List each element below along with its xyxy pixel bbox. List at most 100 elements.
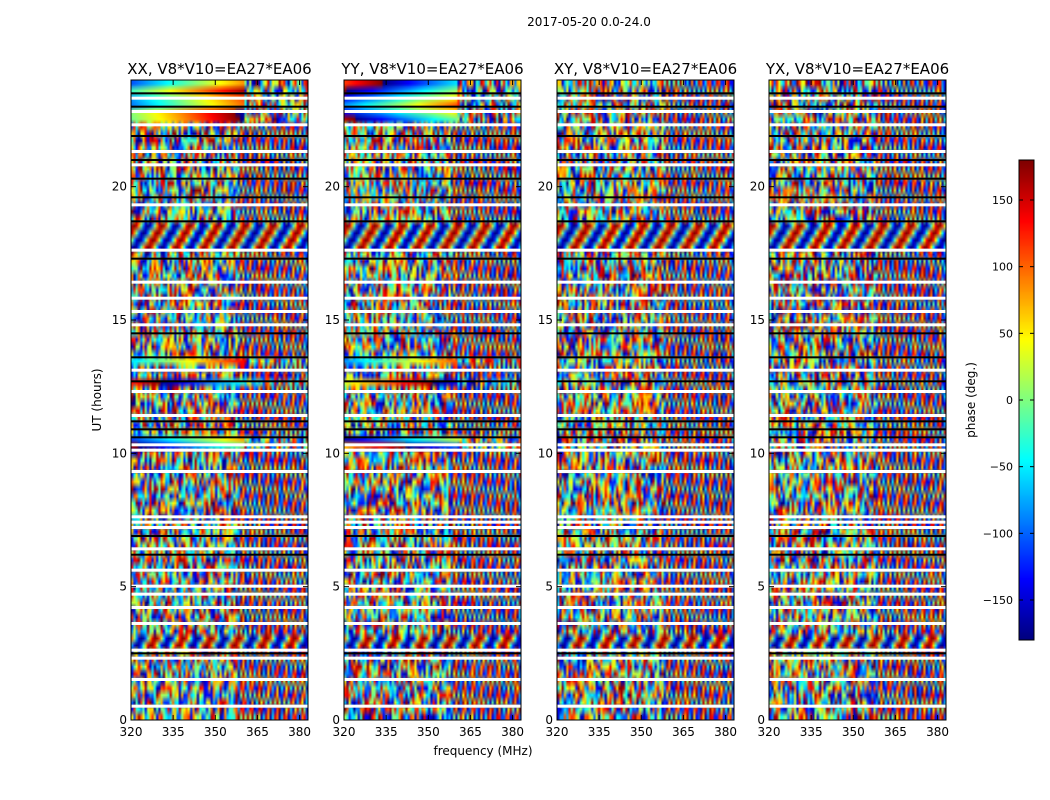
flagged-row: [344, 356, 521, 359]
y-tick-label: 5: [545, 580, 553, 594]
gap-row: [769, 123, 946, 127]
gap-row: [344, 310, 521, 313]
gap-row: [557, 656, 734, 660]
y-tick-label: 10: [538, 446, 553, 460]
flagged-row: [344, 196, 521, 199]
flagged-row: [769, 135, 946, 137]
gap-row: [131, 470, 308, 473]
axes-frame: [343, 79, 522, 721]
gap-row: [344, 280, 521, 284]
flagged-row: [557, 177, 734, 180]
flagged-row: [557, 380, 734, 383]
flagged-row: [344, 380, 521, 383]
gap-row: [769, 414, 946, 417]
flagged-row: [557, 159, 734, 161]
x-tick-label: 335: [588, 725, 611, 739]
gap-row: [344, 150, 521, 153]
gap-row: [131, 584, 308, 588]
x-tick-label: 320: [120, 725, 143, 739]
y-tick-label: 20: [538, 180, 553, 194]
colorbar-label: phase (deg.): [964, 362, 978, 438]
x-tick-label: 335: [162, 725, 185, 739]
gap-row: [344, 368, 521, 372]
flagged-row: [769, 159, 946, 161]
gap-row: [557, 150, 734, 153]
flagged-row: [131, 436, 308, 439]
flagged-row: [131, 553, 308, 556]
y-tick-label: 10: [325, 446, 340, 460]
x-axis-label: frequency (MHz): [433, 744, 532, 758]
gap-row: [557, 310, 734, 313]
gap-row: [344, 323, 521, 327]
flagged-row: [557, 257, 734, 260]
gap-row: [769, 470, 946, 473]
flagged-row: [769, 257, 946, 260]
y-tick-label: 15: [112, 313, 127, 327]
gap-row: [131, 310, 308, 313]
gap-row: [344, 704, 521, 708]
flagged-row: [131, 257, 308, 260]
flagged-row: [557, 553, 734, 556]
gap-row: [769, 163, 946, 167]
y-tick-label: 10: [750, 446, 765, 460]
x-tick-label: 350: [417, 725, 440, 739]
gap-row: [557, 648, 734, 652]
gap-row: [344, 606, 521, 609]
x-tick-label: 365: [672, 725, 695, 739]
gap-row: [557, 526, 734, 529]
flagged-row: [344, 220, 521, 223]
colorbar-tick-label: −100: [983, 527, 1013, 540]
gap-row: [557, 414, 734, 417]
flagged-row: [769, 553, 946, 556]
gap-row: [557, 704, 734, 708]
gap-row: [557, 606, 734, 609]
flagged-row: [769, 332, 946, 335]
panel-0: XX, V8*V10=EA27*EA06 320 335 350 365 380 0 5 10 1…: [112, 60, 312, 739]
gap-row: [769, 547, 946, 551]
gap-row: [557, 163, 734, 167]
y-tick-label: 15: [325, 313, 340, 327]
gap-row: [131, 280, 308, 284]
panel-title: YY, V8*V10=EA27*EA06: [340, 60, 523, 78]
heatmap-image: [131, 80, 308, 720]
gap-row: [769, 520, 946, 524]
panel-1: YY, V8*V10=EA27*EA06 320 335 350 365 380 0 5 10 1…: [325, 60, 524, 739]
axes-frame: [556, 79, 735, 721]
gap-row: [769, 296, 946, 300]
y-tick-label: 5: [119, 580, 127, 594]
gap-row: [344, 96, 521, 100]
flagged-row: [557, 356, 734, 359]
flagged-row: [344, 159, 521, 161]
flagged-row: [769, 420, 946, 423]
gap-row: [769, 606, 946, 609]
flagged-row: [557, 92, 734, 95]
gap-row: [769, 704, 946, 708]
gap-row: [131, 96, 308, 100]
colorbar-tick-label: −150: [983, 594, 1013, 607]
gap-row: [557, 296, 734, 300]
gap-row: [769, 656, 946, 660]
flagged-row: [769, 92, 946, 95]
gap-row: [131, 163, 308, 167]
y-tick-label: 20: [112, 180, 127, 194]
gap-row: [769, 203, 946, 207]
gap-row: [769, 448, 946, 452]
flagged-row: [557, 220, 734, 223]
gap-row: [769, 368, 946, 372]
y-tick-label: 0: [332, 713, 340, 727]
gap-row: [769, 248, 946, 252]
x-tick-label: 320: [546, 725, 569, 739]
colorbar-tick-label: −50: [990, 461, 1013, 474]
gap-row: [131, 296, 308, 300]
flagged-row: [557, 332, 734, 335]
flagged-row: [557, 135, 734, 137]
flagged-row: [769, 535, 946, 537]
gap-row: [131, 203, 308, 207]
flagged-row: [131, 105, 308, 108]
colorbar-tick-label: 0: [1006, 394, 1013, 407]
y-tick-label: 0: [119, 713, 127, 727]
gap-row: [557, 622, 734, 625]
gap-row: [557, 280, 734, 284]
x-tick-label: 380: [501, 725, 524, 739]
x-tick-label: 350: [630, 725, 653, 739]
